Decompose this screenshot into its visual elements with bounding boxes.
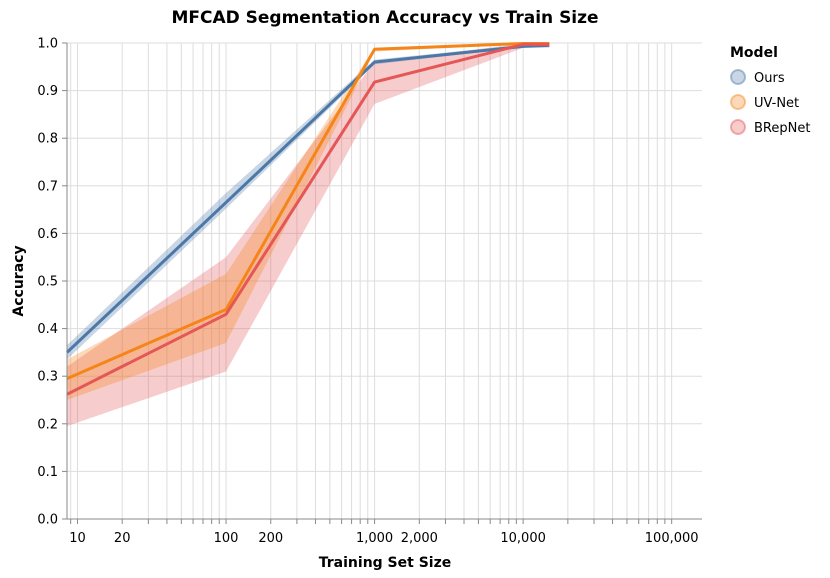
confidence-bands bbox=[67, 43, 550, 427]
y-tick-label: 0.8 bbox=[37, 132, 58, 147]
x-tick-label: 2,000 bbox=[401, 531, 438, 546]
series-lines bbox=[65, 41, 550, 396]
grid bbox=[67, 42, 702, 520]
y-tick-label: 0.7 bbox=[37, 179, 58, 194]
legend-symbol bbox=[730, 119, 746, 135]
y-tick-label: 1.0 bbox=[37, 37, 58, 52]
line-ours bbox=[65, 43, 550, 354]
x-tick-label: 10,000 bbox=[500, 531, 546, 546]
y-tick-label: 0.2 bbox=[37, 417, 58, 432]
y-tick-label: 0.5 bbox=[37, 275, 58, 290]
legend: Model Ours UV-Net BRepNet bbox=[730, 45, 810, 136]
legend-label: Ours bbox=[754, 71, 785, 86]
legend-title: Model bbox=[730, 45, 778, 61]
x-tick-label: 10 bbox=[69, 531, 86, 546]
x-tick-label: 20 bbox=[114, 531, 131, 546]
x-tick-label: 100 bbox=[214, 531, 239, 546]
legend-label: BRepNet bbox=[754, 121, 810, 136]
line-brepnet bbox=[66, 42, 550, 396]
legend-symbol bbox=[730, 94, 746, 110]
band-brepnet bbox=[67, 43, 550, 427]
y-tick-label: 0.0 bbox=[37, 513, 58, 528]
band-uv-net bbox=[67, 43, 550, 400]
x-tick-label: 1,000 bbox=[356, 531, 393, 546]
legend-label: UV-Net bbox=[754, 96, 799, 111]
x-tick-label: 100,000 bbox=[645, 531, 699, 546]
y-tick-label: 0.3 bbox=[37, 370, 58, 385]
legend-symbol bbox=[730, 69, 746, 85]
y-tick-label: 0.1 bbox=[37, 465, 58, 480]
chart-title: MFCAD Segmentation Accuracy vs Train Siz… bbox=[171, 8, 598, 28]
y-tick-label: 0.6 bbox=[37, 227, 58, 242]
axes: 0.0 0.1 0.2 0.3 0.4 0.5 0.6 0.7 0.8 0.9 1.0 10 20 100… bbox=[37, 37, 702, 546]
y-axis-label: Accuracy bbox=[11, 245, 27, 316]
y-tick-label: 0.4 bbox=[37, 322, 58, 337]
x-axis-label: Training Set Size bbox=[319, 555, 451, 571]
y-tick-label: 0.9 bbox=[37, 84, 58, 99]
x-tick-label: 200 bbox=[258, 531, 283, 546]
